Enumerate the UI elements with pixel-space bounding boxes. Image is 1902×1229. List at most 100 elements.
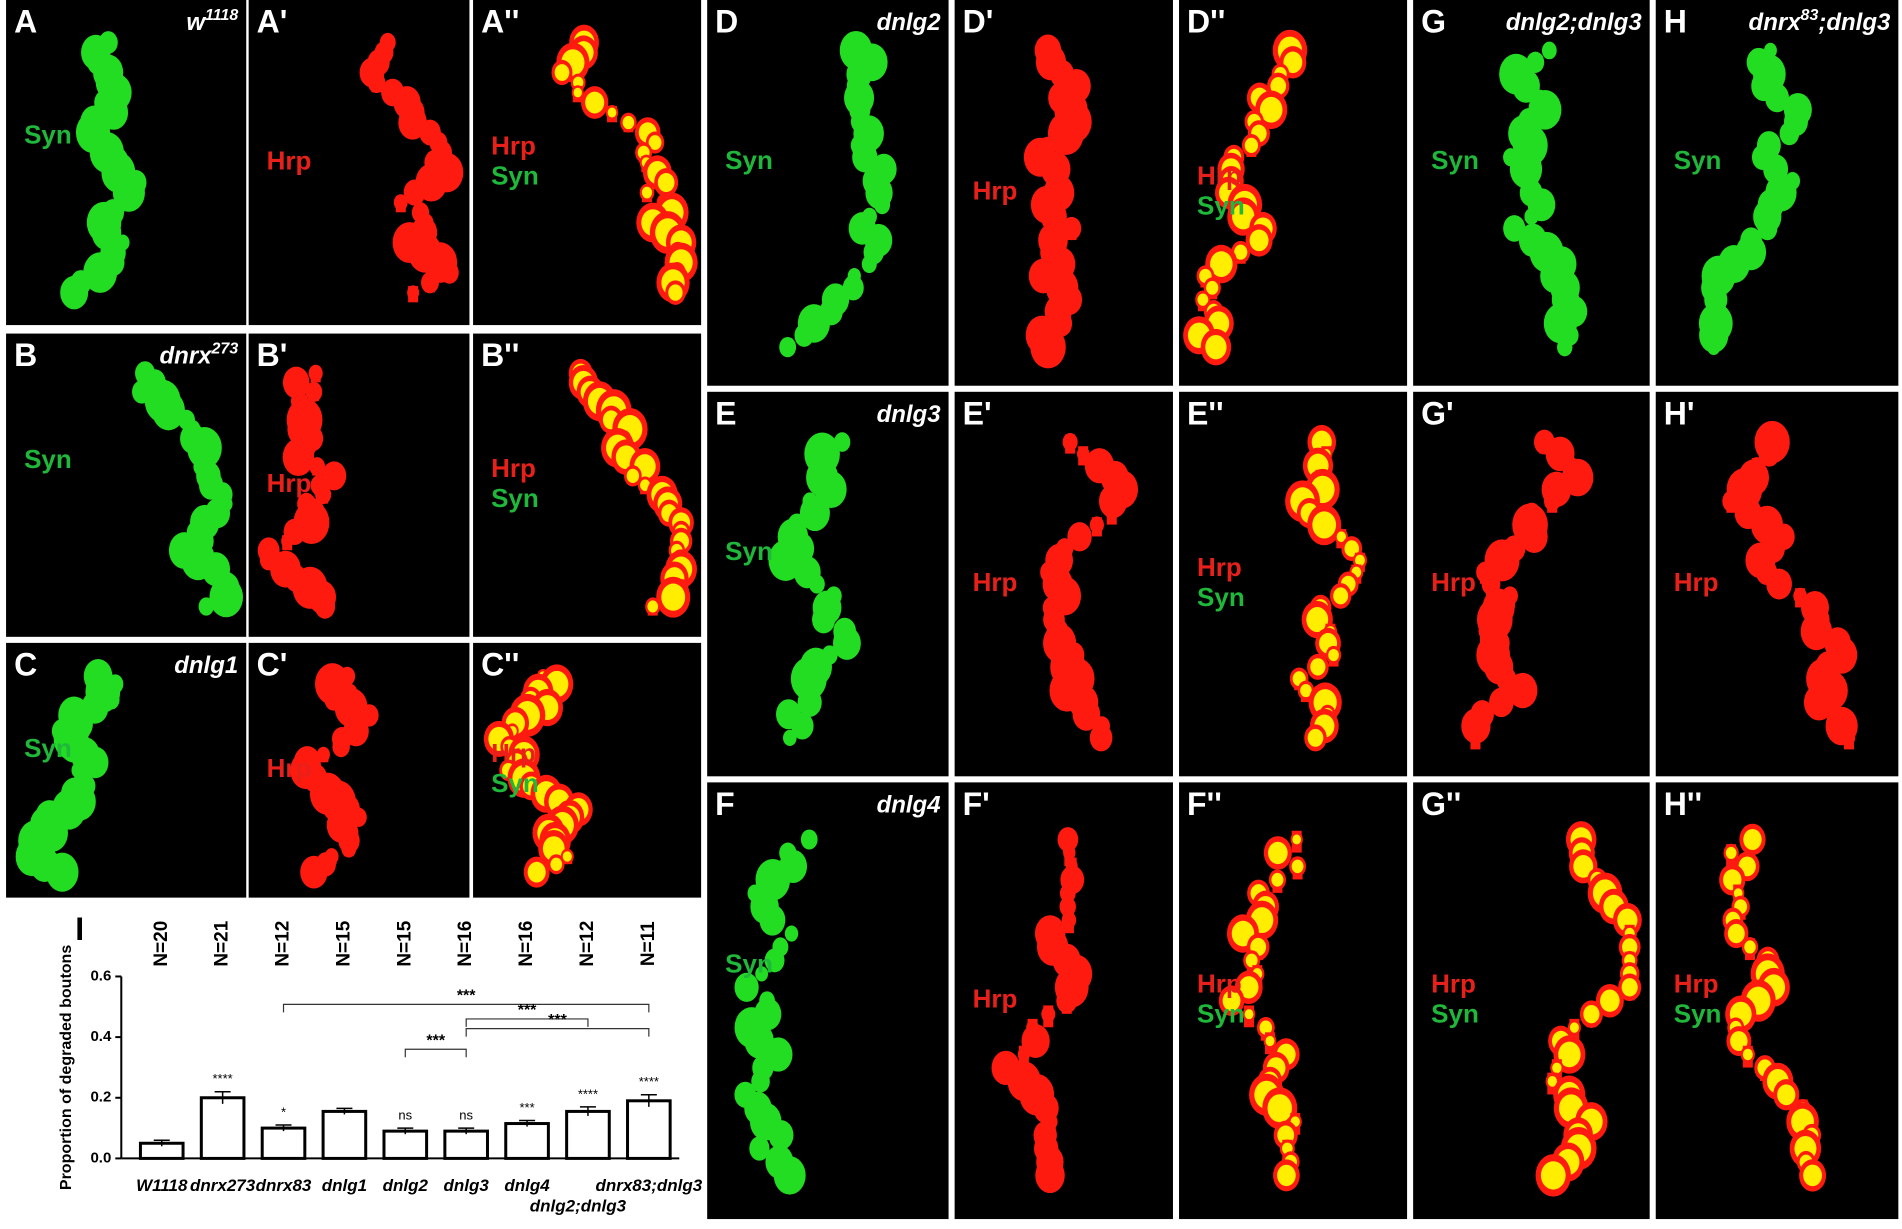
bouton-overlap <box>648 135 662 150</box>
bouton <box>1766 568 1792 600</box>
bouton <box>321 461 347 491</box>
y-tick-label: 0.4 <box>90 1028 112 1045</box>
panel-label: F'' <box>1187 786 1222 822</box>
n-label: N=12 <box>273 921 294 967</box>
x-tick-label: dnrx273 <box>190 1176 256 1195</box>
channel-label: Syn <box>725 145 773 175</box>
bouton-overlap <box>554 64 570 81</box>
bouton <box>393 194 408 211</box>
bouton <box>314 594 336 619</box>
bouton <box>281 533 294 549</box>
bouton <box>332 736 350 758</box>
genotype-base: dnlg3 <box>877 401 942 428</box>
bouton <box>1489 687 1514 718</box>
channel-label: Hrp <box>973 176 1018 206</box>
panel-image <box>248 642 470 898</box>
significance-label: ns <box>459 1108 473 1123</box>
bouton <box>764 948 785 973</box>
bar <box>382 1129 429 1160</box>
bouton <box>1098 484 1128 519</box>
bouton <box>1469 730 1482 746</box>
bouton <box>1056 988 1078 1014</box>
genotype-sup: 83 <box>1801 7 1819 24</box>
bar <box>626 1099 672 1160</box>
genotype-label: dnlg2 <box>877 9 942 36</box>
bouton-overlap <box>1232 203 1255 230</box>
bouton-overlap <box>1306 607 1329 633</box>
genotype-label: dnlg2;dnlg3 <box>1506 9 1643 36</box>
micrograph-panel: D' Hrp <box>954 0 1173 386</box>
bouton-overlap <box>1777 1084 1796 1106</box>
channel-label: Syn <box>1197 582 1245 612</box>
bouton <box>300 855 328 889</box>
x-tick-label: dnlg3 <box>444 1176 490 1195</box>
bouton-overlap <box>1621 978 1638 997</box>
channel-label: Hrp <box>1197 969 1242 999</box>
comparison-label: *** <box>457 988 476 1005</box>
significance-label: ns <box>398 1108 412 1123</box>
bouton <box>1541 41 1557 60</box>
y-tick-label: 0.2 <box>90 1089 111 1106</box>
channel-label: Hrp <box>1674 969 1719 999</box>
panel-label: A <box>14 3 37 39</box>
bouton-overlap <box>1540 1161 1566 1190</box>
genotype-sup: 1118 <box>205 7 238 24</box>
genotype-label: dnrx273 <box>160 341 239 370</box>
bouton-overlap <box>668 284 683 301</box>
channel-label: Syn <box>1431 145 1479 175</box>
bouton-overlap <box>647 600 659 613</box>
bar <box>321 1109 368 1160</box>
bouton-overlap <box>1743 828 1762 850</box>
bouton <box>874 195 891 215</box>
bouton-overlap <box>1354 554 1365 567</box>
panel-label: E' <box>963 395 992 431</box>
channel-label: Syn <box>24 119 72 149</box>
bouton-overlap <box>607 107 617 118</box>
panel-label: H <box>1664 3 1687 39</box>
significance-label: *** <box>519 1100 534 1115</box>
bar <box>565 1109 611 1160</box>
bouton <box>799 495 830 532</box>
significance-label: **** <box>213 1071 233 1086</box>
channel-label: Hrp <box>267 145 312 175</box>
bouton-overlap <box>1268 841 1288 865</box>
n-label: N=15 <box>394 920 415 966</box>
channel-label: Hrp <box>973 984 1018 1014</box>
bouton-overlap <box>1234 244 1248 260</box>
bouton-overlap <box>1205 334 1227 360</box>
comparison-bracket <box>282 1003 650 1013</box>
bouton <box>779 337 797 358</box>
channel-label: Syn <box>1674 999 1722 1029</box>
x-tick-label: dnlg2;dnlg3 <box>530 1196 627 1215</box>
channel-label: Hrp <box>1197 161 1242 191</box>
comparison-label: *** <box>426 1032 445 1049</box>
micrograph-panel: H' Hrp <box>1655 391 1899 777</box>
bouton <box>1062 433 1078 452</box>
panel-label: C' <box>257 646 288 682</box>
bouton-overlap <box>1244 1009 1254 1020</box>
panel-label: F' <box>963 786 990 822</box>
x-tick-label: dnrx83;dnlg3 <box>595 1176 702 1195</box>
bouton <box>1707 339 1721 356</box>
panel-label: C'' <box>481 646 519 682</box>
genotype-sup: 273 <box>211 341 239 358</box>
comparison-bracket <box>465 1018 589 1027</box>
bouton <box>403 179 426 206</box>
bouton-overlap <box>1336 531 1346 543</box>
bouton <box>1063 845 1076 861</box>
bouton <box>1765 83 1790 113</box>
bouton <box>1699 317 1729 353</box>
panel-label: B' <box>257 337 288 373</box>
genotype-base: dnlg4 <box>877 792 941 819</box>
bouton-overlap <box>1259 96 1283 123</box>
significance-label: **** <box>578 1086 598 1101</box>
bouton-overlap <box>1277 1164 1296 1187</box>
bouton <box>755 966 769 982</box>
bouton <box>1072 697 1101 731</box>
genotype-base: w <box>186 9 206 36</box>
